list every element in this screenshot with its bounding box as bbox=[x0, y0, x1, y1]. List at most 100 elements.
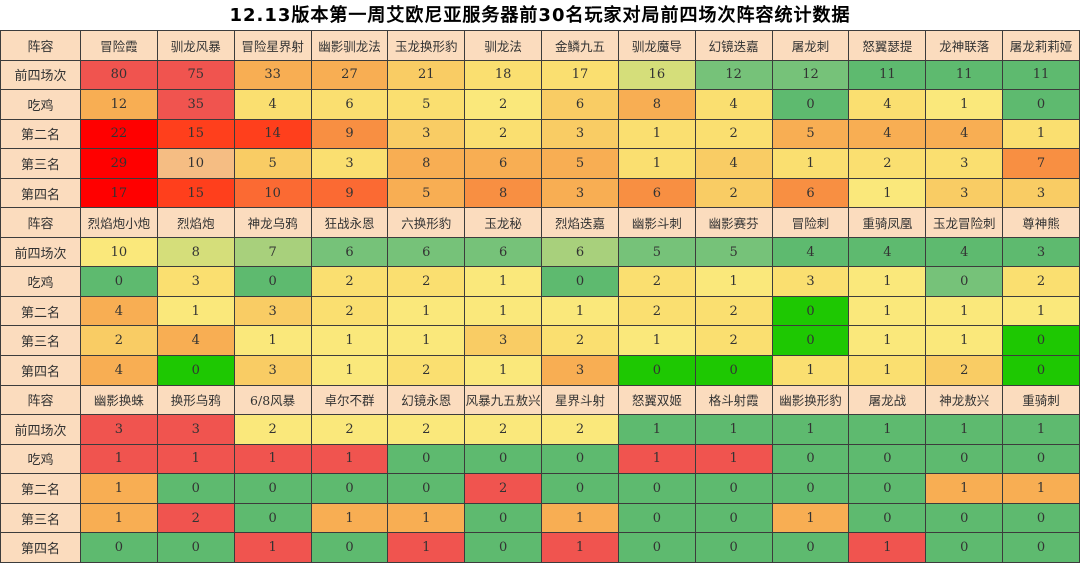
data-cell: 0 bbox=[694, 473, 773, 504]
data-cell: 1 bbox=[848, 532, 927, 563]
data-cell: 6 bbox=[464, 236, 543, 268]
stat-row: 吃鸡 12 35 4 6 5 2 6 8 4 0 4 1 0 bbox=[0, 89, 1080, 120]
data-cell: 5 bbox=[387, 89, 466, 120]
data-cell: 0 bbox=[694, 532, 773, 563]
data-cell: 5 bbox=[541, 148, 619, 179]
data-cell: 0 bbox=[156, 532, 235, 563]
data-cell: 35 bbox=[156, 89, 235, 120]
column-header: 怒翼瑟提 bbox=[848, 30, 927, 61]
data-cell: 2 bbox=[310, 295, 389, 327]
data-cell: 3 bbox=[233, 295, 312, 327]
data-cell: 1 bbox=[694, 443, 773, 475]
data-cell: 6 bbox=[464, 148, 543, 179]
data-cell: 1 bbox=[1002, 295, 1080, 327]
data-cell: 21 bbox=[387, 59, 466, 91]
data-cell: 4 bbox=[156, 325, 235, 357]
data-cell: 0 bbox=[80, 532, 158, 563]
data-cell: 0 bbox=[617, 355, 696, 386]
data-cell: 1 bbox=[387, 325, 466, 357]
column-header: 重骑凤凰 bbox=[848, 207, 927, 238]
data-cell: 0 bbox=[925, 532, 1004, 563]
column-header: 烈焰迭嘉 bbox=[541, 207, 619, 238]
data-cell: 5 bbox=[387, 177, 466, 209]
section-3-header-row: 阵容 幽影换蛛 换形乌鸦 6/8风暴 卓尔不群 幻镜永恩 风暴九五敖兴 星界斗射 怒翼双姬 格斗射… bbox=[0, 384, 1080, 416]
data-cell: 3 bbox=[1002, 236, 1080, 268]
data-cell: 2 bbox=[310, 414, 389, 445]
column-header: 幽影驯龙法 bbox=[310, 30, 389, 61]
data-cell: 7 bbox=[1002, 148, 1080, 179]
data-cell: 3 bbox=[541, 177, 619, 209]
data-cell: 0 bbox=[233, 502, 312, 534]
data-cell: 9 bbox=[310, 118, 389, 150]
column-header: 卓尔不群 bbox=[310, 384, 389, 416]
row-label: 吃鸡 bbox=[0, 266, 81, 297]
data-cell: 1 bbox=[1002, 473, 1080, 504]
stat-row: 第二名 4 1 3 2 1 1 1 2 2 0 1 1 1 bbox=[0, 295, 1080, 327]
data-cell: 1 bbox=[617, 414, 696, 445]
data-cell: 0 bbox=[1002, 532, 1080, 563]
data-cell: 3 bbox=[310, 148, 389, 179]
data-cell: 2 bbox=[387, 355, 466, 386]
data-cell: 4 bbox=[925, 118, 1004, 150]
data-cell: 3 bbox=[387, 118, 466, 150]
data-cell: 0 bbox=[617, 502, 696, 534]
data-cell: 1 bbox=[387, 532, 466, 563]
row-label: 第四名 bbox=[0, 177, 81, 209]
row-label: 第四名 bbox=[0, 532, 81, 563]
data-cell: 2 bbox=[694, 118, 773, 150]
data-cell: 4 bbox=[80, 355, 158, 386]
data-cell: 1 bbox=[387, 295, 466, 327]
data-cell: 1 bbox=[80, 502, 158, 534]
column-header: 屠龙战 bbox=[848, 384, 927, 416]
data-cell: 2 bbox=[233, 414, 312, 445]
data-cell: 14 bbox=[233, 118, 312, 150]
column-header: 幽影斗刺 bbox=[617, 207, 696, 238]
data-cell: 2 bbox=[617, 266, 696, 297]
data-cell: 0 bbox=[464, 502, 543, 534]
data-cell: 75 bbox=[156, 59, 235, 91]
data-cell: 3 bbox=[1002, 177, 1080, 209]
stat-row: 第三名 2 4 1 1 1 3 2 1 2 0 1 1 0 bbox=[0, 325, 1080, 357]
data-cell: 1 bbox=[694, 414, 773, 445]
data-cell: 3 bbox=[771, 266, 850, 297]
data-cell: 0 bbox=[848, 473, 927, 504]
column-header: 怒翼双姬 bbox=[617, 384, 696, 416]
stat-row: 第四名 4 0 3 1 2 1 3 0 0 1 1 2 0 bbox=[0, 355, 1080, 386]
data-cell: 3 bbox=[156, 266, 235, 297]
data-cell: 15 bbox=[156, 177, 235, 209]
data-cell: 1 bbox=[617, 325, 696, 357]
data-cell: 6 bbox=[387, 236, 466, 268]
row-label: 第二名 bbox=[0, 473, 81, 504]
data-cell: 2 bbox=[617, 295, 696, 327]
data-cell: 1 bbox=[156, 443, 235, 475]
data-cell: 1 bbox=[925, 414, 1004, 445]
row-label: 第二名 bbox=[0, 118, 81, 150]
lineup-stats-table: 阵容 冒险霞 驯龙风暴 冒险星界射 幽影驯龙法 玉龙换形豹 驯龙法 金鳞九五 驯龙魔导 幻镜迭嘉屠… bbox=[0, 30, 1080, 563]
data-cell: 1 bbox=[617, 148, 696, 179]
data-cell: 1 bbox=[464, 295, 543, 327]
data-cell: 16 bbox=[617, 59, 696, 91]
data-cell: 0 bbox=[771, 473, 850, 504]
column-header: 幽影换蛛 bbox=[80, 384, 158, 416]
data-cell: 0 bbox=[848, 443, 927, 475]
data-cell: 0 bbox=[233, 266, 312, 297]
data-cell: 2 bbox=[464, 89, 543, 120]
data-cell: 1 bbox=[925, 89, 1004, 120]
stat-row: 吃鸡 1 1 1 1 0 0 0 1 1 0 0 0 0 bbox=[0, 443, 1080, 475]
data-cell: 1 bbox=[80, 443, 158, 475]
page-title: 12.13版本第一周艾欧尼亚服务器前30名玩家对局前四场次阵容统计数据 bbox=[229, 5, 851, 26]
data-cell: 22 bbox=[80, 118, 158, 150]
data-cell: 0 bbox=[387, 473, 466, 504]
data-cell: 1 bbox=[771, 355, 850, 386]
column-header: 神龙乌鸦 bbox=[233, 207, 312, 238]
column-header: 驯龙法 bbox=[464, 30, 543, 61]
column-header: 幽影赛芬 bbox=[694, 207, 773, 238]
data-cell: 2 bbox=[925, 355, 1004, 386]
data-cell: 0 bbox=[80, 266, 158, 297]
row-label: 第四名 bbox=[0, 355, 81, 386]
data-cell: 0 bbox=[310, 532, 389, 563]
data-cell: 5 bbox=[233, 148, 312, 179]
data-cell: 1 bbox=[310, 502, 389, 534]
stat-row: 前四场次 80 75 33 27 21 18 17 16 12 12 11 11 11 bbox=[0, 59, 1080, 91]
data-cell: 2 bbox=[464, 473, 543, 504]
